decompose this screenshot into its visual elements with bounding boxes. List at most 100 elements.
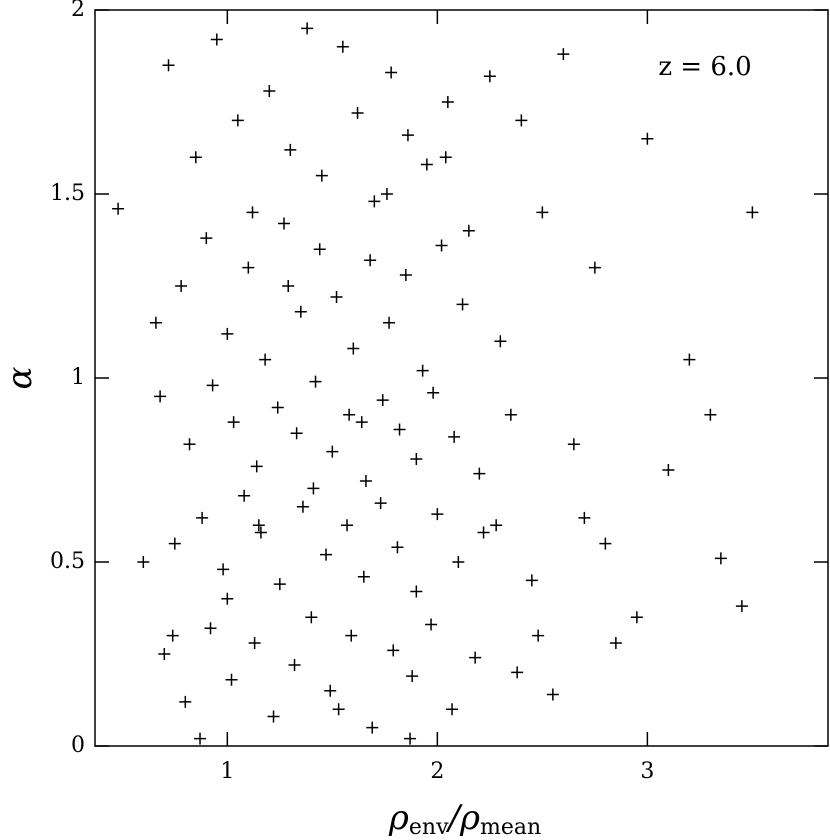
point	[137, 556, 150, 568]
point	[259, 353, 272, 366]
point	[320, 548, 333, 561]
point	[294, 305, 307, 318]
point	[435, 239, 448, 252]
point	[536, 206, 549, 219]
point	[309, 375, 322, 388]
point	[149, 316, 162, 329]
point	[242, 261, 255, 274]
point	[410, 452, 423, 465]
point	[179, 695, 192, 708]
point	[374, 497, 387, 510]
point	[246, 206, 259, 219]
point	[490, 519, 503, 532]
point	[532, 629, 545, 642]
point	[200, 232, 213, 245]
point	[383, 316, 396, 329]
point	[112, 202, 125, 215]
point	[248, 636, 261, 649]
point	[210, 33, 223, 46]
point	[567, 438, 580, 451]
x-label-part: env	[409, 815, 449, 840]
point	[469, 651, 482, 664]
point	[194, 732, 207, 745]
point	[166, 629, 179, 642]
point	[515, 114, 528, 127]
point	[452, 556, 465, 568]
point	[183, 438, 196, 451]
y-tick-label: 1	[71, 365, 85, 390]
point	[313, 243, 326, 256]
point	[588, 261, 601, 274]
point	[425, 618, 438, 631]
point	[273, 578, 286, 591]
point	[231, 114, 244, 127]
point	[158, 648, 171, 660]
point	[477, 526, 490, 539]
point	[416, 364, 429, 377]
point	[326, 445, 339, 458]
point	[641, 132, 654, 145]
point	[347, 342, 360, 355]
point	[305, 611, 318, 624]
y-tick-label: 0	[71, 733, 85, 758]
point	[446, 703, 459, 716]
point	[301, 22, 314, 35]
point	[284, 143, 297, 156]
x-label-part: mean	[480, 815, 541, 840]
point	[578, 511, 591, 524]
point	[315, 169, 328, 182]
point	[332, 703, 345, 716]
point	[401, 129, 414, 142]
point	[227, 416, 240, 429]
point	[494, 335, 507, 348]
point	[630, 611, 643, 624]
y-tick-label: 2	[71, 0, 85, 22]
point	[448, 430, 461, 443]
point	[746, 206, 759, 219]
point	[217, 563, 230, 576]
point	[343, 408, 356, 421]
point	[504, 408, 517, 421]
point	[290, 427, 303, 440]
point	[714, 552, 727, 565]
point	[546, 688, 559, 701]
point	[154, 390, 167, 403]
point	[441, 96, 454, 108]
point	[271, 401, 284, 414]
point	[196, 511, 209, 524]
point	[278, 217, 291, 230]
point	[238, 489, 251, 502]
point	[351, 107, 364, 120]
point	[330, 291, 343, 304]
point	[296, 500, 309, 513]
point	[368, 195, 381, 208]
point	[380, 188, 393, 200]
point	[557, 48, 570, 61]
point	[345, 629, 358, 642]
point	[341, 519, 354, 532]
point	[355, 416, 368, 429]
point	[393, 423, 406, 436]
x-axis-label: ρenv/ρmean	[388, 798, 541, 840]
point	[250, 460, 263, 473]
x-tick-label: 1	[220, 759, 234, 784]
point	[385, 66, 398, 79]
point	[431, 508, 444, 521]
point	[387, 644, 400, 657]
point	[511, 666, 524, 679]
point	[391, 541, 404, 554]
point	[359, 475, 372, 488]
point	[704, 408, 717, 421]
point	[399, 268, 412, 281]
point	[364, 254, 377, 267]
point	[662, 464, 675, 476]
point	[525, 574, 538, 587]
point	[254, 526, 267, 539]
y-tick-label: 1.5	[50, 181, 85, 206]
x-tick-label: 3	[640, 759, 654, 784]
y-axis-label: α	[0, 366, 40, 389]
point	[168, 537, 181, 550]
point	[735, 600, 748, 613]
point	[225, 673, 238, 686]
